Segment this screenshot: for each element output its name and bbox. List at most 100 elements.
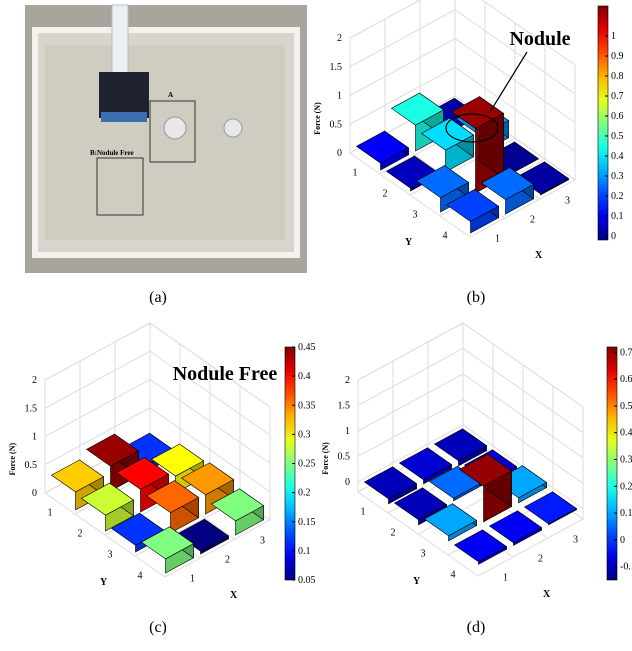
colorbar-tick-label: 0.2 [298,488,311,499]
bar-face [210,488,265,522]
bar [523,491,578,526]
z-axis-title: Force (N) [321,442,330,475]
photo-label: A [168,91,173,99]
colorbar-tick-label: 0 [611,231,616,242]
grid-line [357,347,584,433]
bar-face [355,130,410,164]
bar-face [398,447,453,481]
bar-face [150,443,205,477]
colorbar-tick-label: 0.25 [298,459,316,470]
caption: (b) [467,289,486,306]
bar [433,428,488,467]
bar-face [445,189,500,222]
bar-face [80,482,135,516]
bar-face [458,453,513,487]
x-tick-label: 1 [495,234,500,245]
floor-grid [477,518,584,577]
x-tick-label: 3 [260,536,265,547]
y-tick-label: 1 [48,508,53,519]
bar-face [180,462,235,496]
floor-grid [469,179,576,238]
photo-label: B:Nodule Free [90,149,134,157]
colorbar-tick-label: 0.7 [611,91,624,102]
chart: 0 0.5 1 1.5 2 1 2 3 1 2 3 4 Force (N) Y X 0 0.1 0.2 0.3 0.4… [313,0,624,306]
y-axis-title: Y [413,576,421,587]
z-tick-label: 0.5 [330,119,343,130]
bar [488,510,543,546]
colorbar-tick-label: 0.35 [298,400,316,411]
bar-face [420,117,475,151]
z-tick-label: 2 [32,375,37,386]
x-tick-label: 2 [225,555,230,566]
bar [140,526,195,574]
bar [423,503,478,542]
x-tick-label: 3 [565,196,570,207]
bar [420,117,475,173]
z-tick-label: 1 [345,426,350,437]
colorbar-tick-label: 0.4 [298,371,311,382]
bar-face [390,92,445,126]
z-tick-label: 1 [32,432,37,443]
caption: (c) [149,619,167,636]
bar-face [488,510,543,544]
grid-line [44,322,271,408]
bar [80,482,135,532]
bar [50,459,105,511]
bar-face [423,503,478,537]
bar-face [140,526,195,560]
y-tick-label: 4 [138,571,143,582]
bar-face [115,457,170,490]
bar [445,188,500,234]
grid-line [349,66,576,152]
bar [363,466,418,505]
grid-line [357,373,584,459]
grid-line [44,350,271,436]
bar [453,529,508,565]
colorbar-tick-label: 0.4 [611,151,624,162]
bar [355,130,410,171]
bar [210,488,265,536]
y-tick-label: 4 [443,231,448,242]
colorbar-tick-label: 0.4 [620,428,632,439]
colorbar-tick-label: 0.45 [298,342,316,353]
photo: A B:Nodule Free (a) [25,4,307,306]
colorbar-tick-label: 0.6 [611,111,624,122]
x-tick-label: 1 [503,573,508,584]
z-tick-label: 1 [337,91,342,102]
grid-line [44,407,271,493]
z-tick-label: 0 [32,488,37,499]
bar-face [85,433,140,467]
z-tick-label: 2 [337,33,342,44]
colorbar-tick-label: 0.3 [298,429,311,440]
colorbar-tick-label: 0.8 [611,71,624,82]
x-tick-label: 1 [190,574,195,585]
grid-line [349,37,576,123]
y-tick-label: 3 [421,549,426,560]
z-tick-label: 0.5 [25,460,38,471]
y-axis-title: Y [405,237,413,248]
colorbar-tick-label: 0.7 [620,347,632,358]
x-tick-label: 2 [530,215,535,226]
z-tick-label: 0 [337,148,342,159]
y-tick-label: 2 [78,529,83,540]
colorbar-tick-label: 0.1 [298,546,311,557]
colorbar-tick-label: 0.9 [611,51,624,62]
colorbar-tick-label: 0.1 [611,211,624,222]
floor-grid [164,519,271,578]
x-axis-title: X [230,590,238,601]
z-tick-label: 1.5 [25,403,38,414]
colorbar-tick-label: 0.05 [298,575,316,586]
colorbar-tick-label: 0.5 [611,131,624,142]
colorbar-tick-label: 1 [611,31,616,42]
bar-face [453,529,508,563]
annotation: Nodule Free [173,363,278,385]
z-tick-label: 1.5 [330,62,343,73]
bar-face [363,466,418,500]
z-tick-label: 1.5 [338,400,351,411]
y-tick-label: 3 [413,210,418,221]
bar-face [523,491,578,525]
bar [458,453,513,523]
colorbar-tick-label: -0.1 [620,562,632,573]
z-tick-label: 0 [345,477,350,488]
